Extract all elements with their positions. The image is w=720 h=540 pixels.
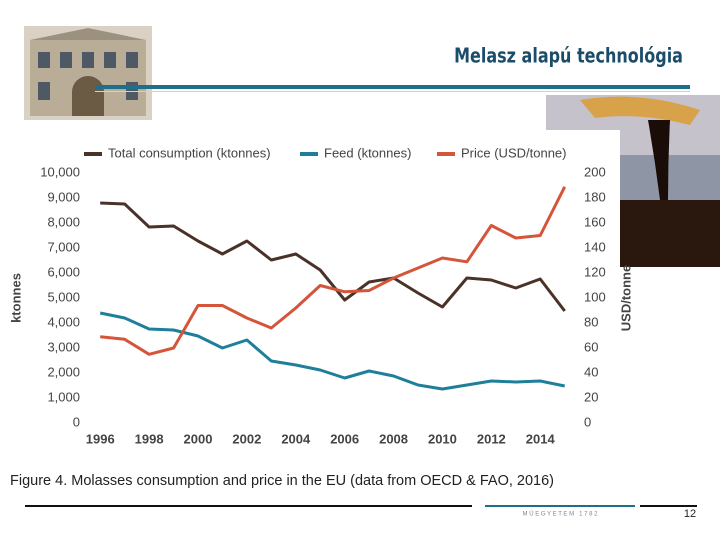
y2-tick-label: 200 — [584, 164, 606, 179]
footer-rule — [25, 505, 472, 507]
x-tick-label: 2006 — [330, 431, 359, 446]
x-tick-label: 2008 — [379, 431, 408, 446]
y2-tick-label: 80 — [584, 314, 598, 329]
y2-tick-label: 180 — [584, 189, 606, 204]
y-tick-label: 0 — [73, 414, 80, 429]
y2-tick-label: 60 — [584, 339, 598, 354]
x-tick-label: 2004 — [281, 431, 311, 446]
y2-tick-label: 120 — [584, 264, 606, 279]
chart-caption: Figure 4. Molasses consumption and price… — [10, 473, 554, 489]
page-number: 12 — [684, 508, 696, 520]
y-tick-label: 2,000 — [47, 364, 80, 379]
series-line — [100, 186, 567, 356]
y-tick-label: 6,000 — [47, 264, 80, 279]
legend-label: Price (USD/tonne) — [461, 145, 566, 160]
y2-tick-label: 160 — [584, 214, 606, 229]
building-image — [24, 26, 152, 120]
x-tick-label: 2014 — [526, 431, 556, 446]
title-rule-thin — [95, 91, 690, 92]
series-line — [100, 201, 566, 312]
y2-tick-label: 100 — [584, 289, 606, 304]
title-rule — [95, 85, 690, 89]
y-tick-label: 5,000 — [47, 289, 80, 304]
y2-tick-label: 140 — [584, 239, 606, 254]
y2-tick-label: 20 — [584, 389, 598, 404]
x-tick-label: 2012 — [477, 431, 506, 446]
y2-axis-label: USD/tonne — [618, 265, 633, 331]
x-tick-label: 2010 — [428, 431, 457, 446]
y-tick-label: 4,000 — [47, 314, 80, 329]
chart: 0 1,000 2,000 3,000 4,000 5,000 6,000 7,000 8,00… — [8, 145, 633, 446]
legend-label: Feed (ktonnes) — [324, 145, 411, 160]
series-line — [99, 311, 565, 391]
y-axis-label: ktonnes — [8, 273, 23, 323]
x-tick-label: 2000 — [184, 431, 213, 446]
y-tick-label: 8,000 — [47, 214, 80, 229]
y-tick-label: 3,000 — [47, 339, 80, 354]
y-tick-label: 9,000 — [47, 189, 80, 204]
x-tick-label: 1996 — [86, 431, 115, 446]
footer-rule-teal — [485, 505, 635, 507]
y-tick-label: 7,000 — [47, 239, 80, 254]
x-tick-label: 1998 — [135, 431, 164, 446]
y2-tick-label: 40 — [584, 364, 598, 379]
y-tick-label: 1,000 — [47, 389, 80, 404]
y2-tick-label: 0 — [584, 414, 591, 429]
x-tick-label: 2002 — [232, 431, 261, 446]
footer-text: M Ű E G Y E T E M 1 7 8 2 — [523, 511, 599, 518]
legend-label: Total consumption (ktonnes) — [108, 145, 271, 160]
footer-rule-right — [640, 505, 697, 507]
slide-title: Melasz alapú technológia — [454, 45, 683, 68]
y-tick-label: 10,000 — [40, 164, 80, 179]
